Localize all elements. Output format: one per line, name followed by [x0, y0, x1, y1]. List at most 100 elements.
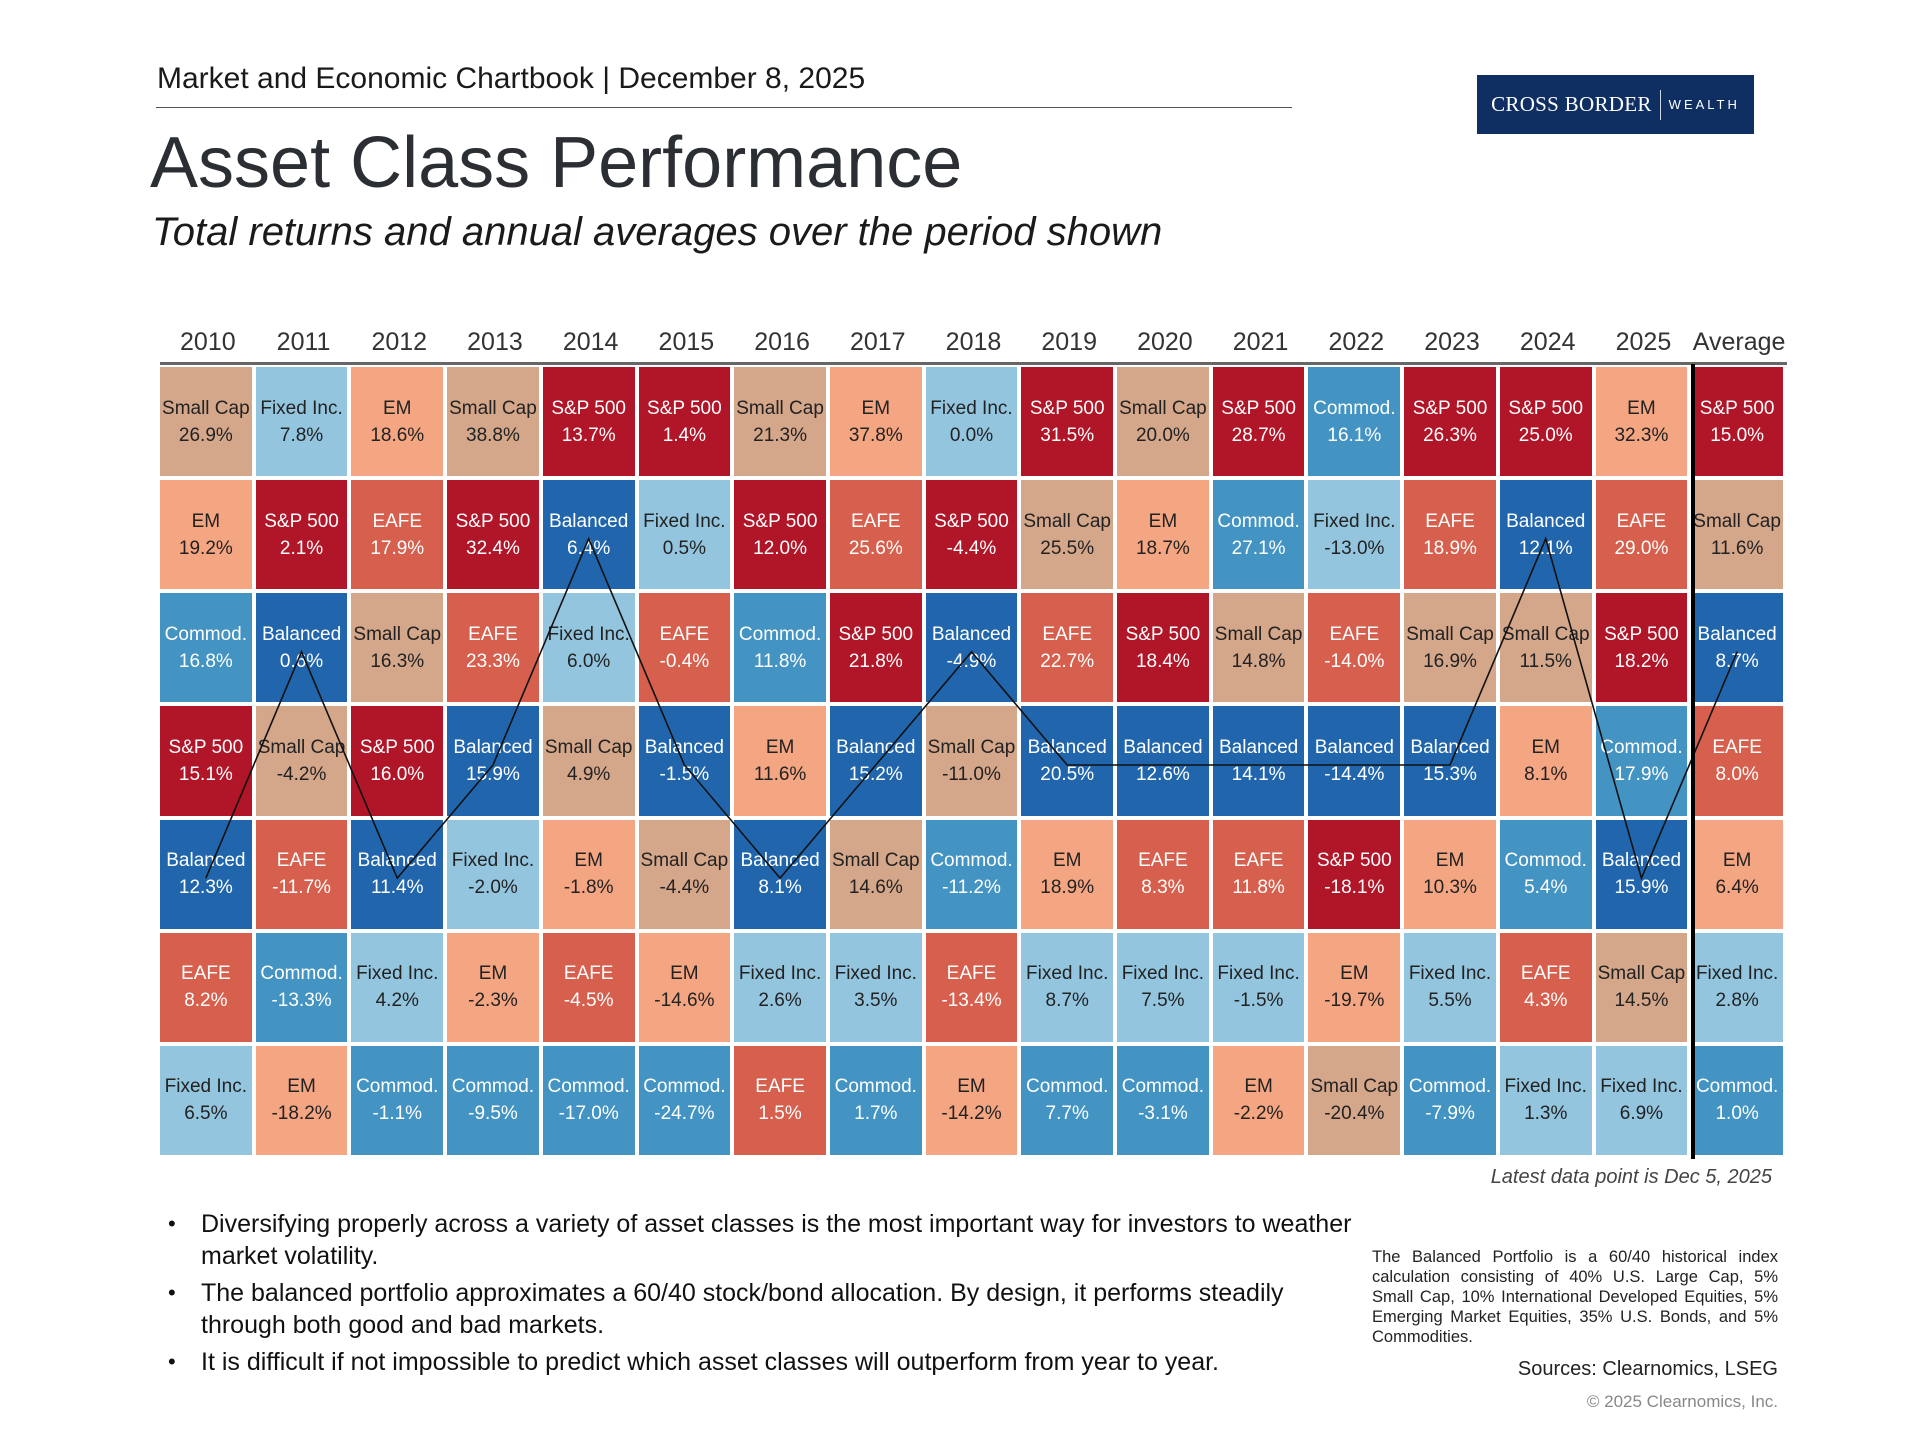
cell-2010-balanced: Balanced 12.3% [160, 819, 252, 929]
cell-asset-label: S&P 500 [1412, 397, 1488, 419]
cell-2024-em: EM 8.1% [1499, 706, 1592, 816]
cell-return-value: 11.8% [753, 650, 807, 672]
cell-2021-small-cap: Small Cap 14.8% [1212, 593, 1305, 703]
cell-return-value: 15.0% [1710, 424, 1765, 446]
cell-2021-eafe: EAFE 11.8% [1212, 819, 1305, 929]
cell-return-value: 8.2% [184, 990, 228, 1012]
cell-asset-label: EAFE [850, 510, 901, 532]
cell-return-value: 0.6% [279, 650, 324, 672]
cell-asset-label: EM [478, 963, 508, 985]
cell-return-value: 13.7% [561, 424, 616, 446]
cell-asset-label: EAFE [563, 963, 614, 985]
cell-2011-s-p-500: S&P 500 2.1% [255, 480, 348, 590]
cell-asset-label: Small Cap [927, 736, 1016, 758]
cell-return-value: -14.4% [1324, 763, 1385, 785]
cell-return-value: -2.2% [1233, 1103, 1284, 1125]
year-label-2019: 2019 [1041, 328, 1097, 356]
cell-2021-balanced: Balanced 14.1% [1212, 706, 1305, 816]
cell-asset-label: S&P 500 [1699, 397, 1775, 419]
cell-asset-label: EM [287, 1076, 316, 1098]
cell-2012-commod: Commod. -1.1% [351, 1045, 444, 1155]
cell-asset-label: EAFE [1138, 850, 1188, 872]
cell-return-value: 6.5% [184, 1103, 228, 1125]
cell-asset-label: Small Cap [449, 397, 537, 419]
cell-return-value: 25.0% [1518, 424, 1573, 446]
cell-return-value: 2.6% [758, 990, 802, 1012]
cell-return-value: 8.0% [1715, 763, 1759, 785]
cell-2019-eafe: EAFE 22.7% [1021, 593, 1114, 703]
cell-average-balanced: Balanced 8.7% [1691, 593, 1783, 703]
cross-border-wealth-logo: CROSS BORDER WEALTH [1477, 75, 1754, 134]
cell-asset-label: Commod. [643, 1076, 726, 1098]
cell-asset-label: EAFE [1616, 510, 1667, 532]
kicker-divider [156, 107, 1292, 108]
year-label-2018: 2018 [945, 328, 1002, 356]
cell-return-value: 25.6% [848, 537, 903, 559]
cell-asset-label: Fixed Inc. [1313, 510, 1396, 532]
cell-asset-label: Balanced [931, 623, 1012, 645]
cell-2023-em: EM 10.3% [1404, 819, 1496, 929]
cell-asset-label: EM [765, 736, 795, 758]
cell-return-value: -7.9% [1425, 1103, 1475, 1125]
cell-asset-label: Commod. [930, 850, 1013, 872]
cell-average-eafe: EAFE 8.0% [1691, 706, 1783, 816]
cell-return-value: -24.7% [654, 1103, 715, 1125]
cell-asset-label: Balanced [644, 736, 724, 758]
cell-2016-commod: Commod. 11.8% [734, 593, 826, 703]
cell-return-value: 5.4% [1524, 877, 1568, 899]
cell-return-value: 15.3% [1423, 763, 1477, 785]
year-label-2023: 2023 [1424, 328, 1480, 356]
cell-return-value: 16.3% [370, 650, 425, 672]
cell-return-value: -11.0% [942, 763, 1001, 785]
cell-asset-label: EAFE [372, 510, 423, 532]
cell-return-value: 12.1% [1518, 537, 1573, 559]
cell-asset-label: S&P 500 [1604, 623, 1679, 645]
cell-2024-small-cap: Small Cap 11.5% [1499, 593, 1592, 703]
cell-2019-balanced: Balanced 20.5% [1021, 706, 1114, 816]
cell-return-value: 8.7% [1045, 990, 1089, 1012]
cell-return-value: 4.2% [375, 990, 419, 1012]
cell-asset-label: Fixed Inc. [930, 397, 1013, 419]
cell-return-value: 1.0% [1715, 1103, 1759, 1125]
cell-2011-eafe: EAFE -11.7% [255, 819, 348, 929]
sources-note: Sources: Clearnomics, LSEG [1517, 1358, 1778, 1380]
cell-2023-s-p-500: S&P 500 26.3% [1404, 367, 1496, 477]
cell-2020-commod: Commod. -3.1% [1117, 1045, 1209, 1155]
cell-return-value: 16.1% [1327, 424, 1382, 446]
cell-return-value: -14.2% [941, 1103, 1002, 1125]
cell-asset-label: Balanced [1410, 736, 1490, 758]
cell-2015-em: EM -14.6% [638, 932, 731, 1042]
year-label-2012: 2012 [371, 328, 428, 356]
cell-return-value: 37.8% [848, 424, 903, 446]
cell-return-value: -0.4% [659, 650, 710, 672]
cell-average-em: EM 6.4% [1691, 819, 1783, 929]
year-label-2022: 2022 [1328, 328, 1385, 356]
cell-return-value: 31.5% [1040, 424, 1095, 446]
cell-asset-label: Commod. [1217, 510, 1300, 532]
cell-return-value: 12.0% [753, 537, 808, 559]
cell-return-value: 10.3% [1423, 877, 1477, 899]
cell-2014-fixed-inc: Fixed Inc. 6.0% [542, 593, 635, 703]
bullet-text: Diversifying properly across a variety o… [201, 1210, 1352, 1270]
cell-average-fixed-inc: Fixed Inc. 2.8% [1691, 932, 1783, 1042]
cell-asset-label: EAFE [181, 963, 231, 985]
cell-asset-label: Balanced [453, 736, 533, 758]
cell-2025-fixed-inc: Fixed Inc. 6.9% [1595, 1045, 1688, 1155]
cell-return-value: -19.7% [1324, 990, 1385, 1012]
cell-2015-fixed-inc: Fixed Inc. 0.5% [638, 480, 731, 590]
cell-return-value: 29.0% [1614, 537, 1669, 559]
cell-2020-eafe: EAFE 8.3% [1117, 819, 1209, 929]
cell-return-value: 0.0% [949, 424, 994, 446]
cell-2012-eafe: EAFE 17.9% [351, 480, 444, 590]
cell-asset-label: Fixed Inc. [1121, 963, 1205, 985]
cell-asset-label: Balanced [740, 850, 820, 872]
cell-return-value: 18.9% [1423, 537, 1477, 559]
cell-2025-s-p-500: S&P 500 18.2% [1595, 593, 1688, 703]
cell-return-value: 6.4% [1715, 877, 1759, 899]
cell-return-value: -11.2% [942, 877, 1001, 899]
cell-return-value: -2.0% [468, 877, 518, 899]
cell-2010-em: EM 19.2% [160, 480, 252, 590]
cell-asset-label: Commod. [834, 1076, 917, 1098]
cell-return-value: 32.3% [1614, 424, 1669, 446]
cell-asset-label: S&P 500 [359, 736, 435, 758]
